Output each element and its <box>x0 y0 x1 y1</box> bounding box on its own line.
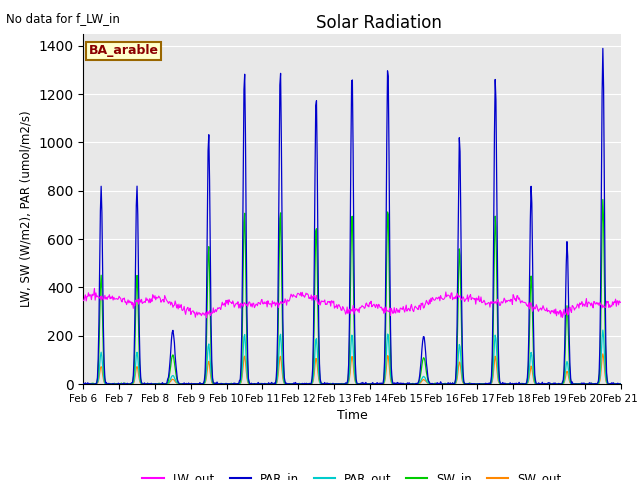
Line: PAR_out: PAR_out <box>83 330 621 384</box>
LW_out <box>89 292 97 298</box>
SW_in <box>79 381 87 386</box>
LW_out <box>145 300 153 306</box>
LW_out <box>79 298 87 303</box>
LW_out <box>203 315 211 321</box>
Line: PAR_in: PAR_in <box>83 48 621 384</box>
LW_out <box>91 286 99 291</box>
PAR_out <box>434 381 442 387</box>
PAR_in <box>80 381 88 387</box>
PAR_in <box>200 380 207 386</box>
Text: No data for f_LW_in: No data for f_LW_in <box>6 12 120 25</box>
X-axis label: Time: Time <box>337 409 367 422</box>
PAR_out <box>145 381 153 386</box>
PAR_in <box>599 46 607 51</box>
SW_out <box>227 381 235 387</box>
SW_in <box>617 381 625 387</box>
PAR_in <box>90 381 97 387</box>
SW_in <box>418 362 426 368</box>
PAR_out <box>80 381 88 387</box>
Text: BA_arable: BA_arable <box>88 44 159 57</box>
LW_out <box>419 300 426 306</box>
PAR_out <box>599 327 607 333</box>
SW_out <box>79 381 87 387</box>
SW_in <box>90 381 97 387</box>
SW_out <box>433 381 441 387</box>
LW_out <box>617 300 625 305</box>
PAR_out <box>617 381 625 387</box>
LW_out <box>435 295 442 300</box>
SW_out <box>417 379 425 385</box>
SW_in <box>82 381 90 387</box>
PAR_in <box>79 381 87 386</box>
SW_out <box>145 381 152 387</box>
Legend: LW_out, PAR_in, PAR_out, SW_in, SW_out: LW_out, PAR_in, PAR_out, SW_in, SW_out <box>138 468 566 480</box>
SW_in <box>145 381 153 387</box>
SW_out <box>617 381 625 387</box>
SW_in <box>434 381 442 387</box>
SW_in <box>599 197 607 203</box>
LW_out <box>229 298 237 304</box>
PAR_in <box>434 380 442 386</box>
PAR_out <box>200 381 207 387</box>
SW_out <box>599 351 607 357</box>
SW_out <box>199 381 207 387</box>
PAR_out <box>79 381 87 387</box>
SW_in <box>228 381 236 387</box>
PAR_out <box>90 381 97 387</box>
PAR_out <box>418 376 426 382</box>
PAR_in <box>617 381 625 387</box>
PAR_in <box>418 346 426 352</box>
Title: Solar Radiation: Solar Radiation <box>316 14 442 32</box>
PAR_in <box>145 381 153 387</box>
SW_out <box>89 381 97 387</box>
PAR_out <box>228 381 236 387</box>
LW_out <box>200 311 207 317</box>
SW_in <box>200 380 207 386</box>
Line: LW_out: LW_out <box>83 288 621 318</box>
Line: SW_in: SW_in <box>83 200 621 384</box>
PAR_in <box>228 381 236 387</box>
Line: SW_out: SW_out <box>83 354 621 384</box>
Y-axis label: LW, SW (W/m2), PAR (umol/m2/s): LW, SW (W/m2), PAR (umol/m2/s) <box>20 110 33 307</box>
